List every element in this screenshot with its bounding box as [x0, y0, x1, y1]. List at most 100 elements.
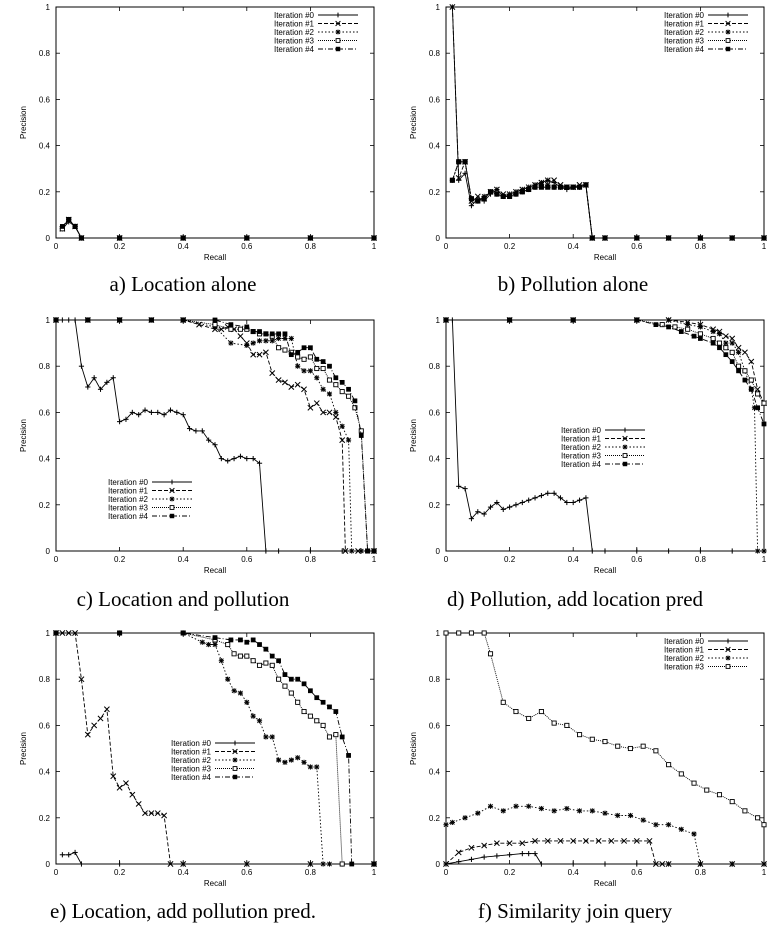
star-marker	[301, 368, 307, 374]
filled-square-marker	[244, 639, 250, 645]
series-line	[56, 319, 374, 552]
open-square-marker	[602, 739, 608, 745]
open-square-marker	[314, 718, 320, 724]
filled-square-marker	[346, 753, 351, 758]
series-group	[443, 317, 767, 554]
cross-marker	[294, 381, 301, 388]
filled-square-marker	[117, 317, 122, 323]
x-tick-label: 0.2	[504, 242, 516, 251]
legend-label: Iteration #2	[664, 654, 705, 663]
filled-square-marker	[742, 377, 748, 383]
legend-label: Iteration #0	[171, 739, 212, 748]
open-square-marker	[729, 799, 735, 805]
filled-square-marker	[66, 217, 72, 222]
x-axis-label: Recall	[594, 566, 616, 575]
filled-square-marker	[352, 398, 358, 404]
series-line	[446, 319, 764, 552]
series-line	[451, 161, 764, 239]
series-group	[53, 630, 377, 867]
cross-marker	[339, 437, 346, 444]
star-marker	[282, 336, 288, 341]
cross-marker	[167, 861, 174, 867]
open-square-marker	[736, 363, 742, 369]
filled-square-marker	[634, 235, 640, 241]
open-square-marker	[346, 393, 352, 399]
y-tick-label: 0	[436, 547, 441, 556]
filled-square-marker	[475, 198, 481, 204]
y-axis-label: Precision	[19, 419, 28, 452]
filled-square-marker	[371, 861, 377, 867]
filled-square-marker	[589, 235, 595, 241]
x-axis-label: Recall	[204, 879, 226, 888]
star-marker	[615, 813, 621, 818]
star-marker	[697, 861, 703, 867]
cross-marker	[493, 186, 500, 193]
filled-square-marker	[717, 345, 722, 351]
cross-marker	[582, 837, 589, 844]
star-marker	[301, 759, 307, 765]
series-group	[53, 630, 377, 867]
filled-square-marker	[729, 359, 735, 364]
filled-square-marker	[339, 379, 345, 385]
filled-square-marker	[72, 224, 78, 229]
filled-square-marker	[149, 317, 154, 323]
y-tick-label: 0.2	[39, 501, 51, 510]
legend-label: Iteration #2	[561, 443, 602, 452]
cross-marker	[282, 379, 288, 386]
star-marker	[538, 806, 544, 811]
open-square-marker	[666, 762, 672, 768]
y-tick-label: 0.4	[39, 455, 51, 464]
cross-marker	[154, 810, 161, 817]
series-line	[446, 319, 765, 425]
x-tick-label: 0.8	[305, 555, 317, 564]
open-square-marker	[500, 699, 506, 705]
filled-square-marker	[634, 317, 640, 323]
star-marker	[320, 386, 326, 392]
star-marker	[333, 409, 339, 415]
star-marker	[257, 718, 262, 724]
legend-label: Iteration #3	[664, 663, 705, 672]
star-marker	[295, 363, 301, 369]
filled-square-marker	[507, 317, 512, 323]
star-marker	[199, 639, 205, 645]
filled-square-marker	[449, 177, 455, 183]
filled-square-marker	[500, 194, 506, 199]
x-tick-label: 0.2	[504, 868, 516, 877]
filled-square-marker	[180, 317, 186, 323]
y-tick-label: 0.8	[39, 675, 51, 684]
filled-square-marker	[85, 317, 91, 323]
x-tick-label: 0	[54, 242, 59, 251]
filled-square-marker	[761, 235, 767, 241]
filled-square-marker	[250, 637, 256, 643]
star-marker	[761, 548, 767, 554]
series-line	[56, 319, 374, 552]
cross-marker	[91, 722, 98, 729]
open-square-marker	[295, 354, 301, 360]
open-square-marker	[526, 715, 532, 722]
y-tick-label: 0.6	[429, 95, 441, 104]
filled-square-marker	[469, 196, 474, 202]
series-group	[53, 317, 377, 554]
y-tick-label: 0	[46, 547, 51, 556]
series-group	[449, 159, 767, 241]
star-marker	[666, 822, 672, 828]
x-axis-label: Recall	[204, 253, 226, 262]
star-marker	[443, 822, 449, 828]
filled-square-marker	[577, 184, 582, 190]
x-tick-label: 0.2	[114, 868, 126, 877]
open-square-marker	[237, 653, 243, 659]
series-line	[445, 805, 764, 865]
open-square-marker	[339, 389, 345, 395]
cross-marker	[544, 837, 551, 844]
cross-marker	[123, 780, 129, 787]
star-marker	[276, 336, 282, 341]
cross-marker	[288, 384, 295, 390]
filled-square-marker	[308, 345, 313, 351]
cross-marker	[161, 812, 168, 819]
star-marker	[269, 734, 275, 740]
filled-square-marker	[314, 695, 320, 701]
filled-square-marker	[320, 359, 326, 364]
open-square-marker	[513, 709, 519, 715]
